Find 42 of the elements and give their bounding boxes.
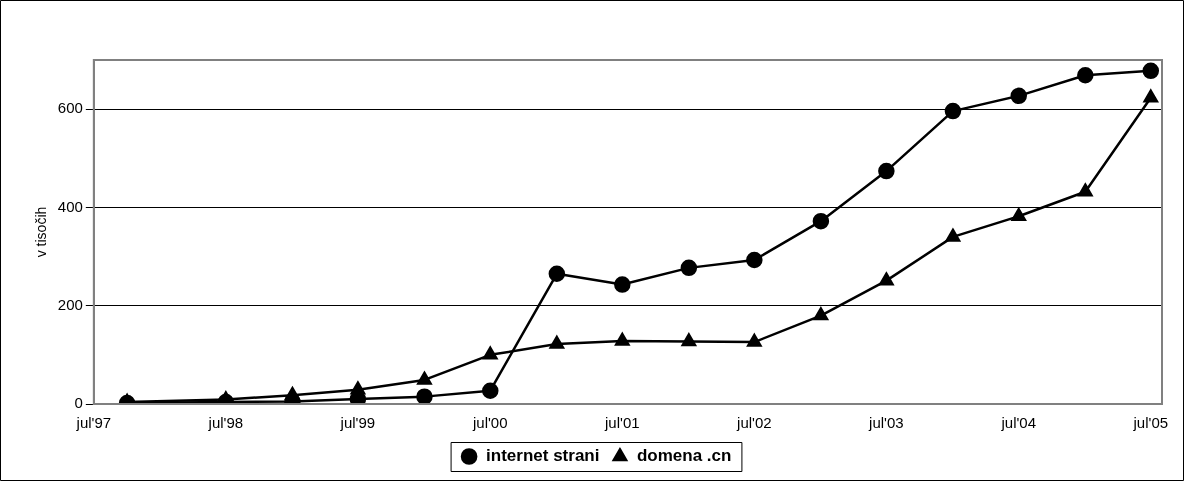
y-tick-label: 400 xyxy=(57,197,83,215)
point xyxy=(747,333,762,347)
point xyxy=(1143,89,1159,103)
point xyxy=(548,265,566,283)
x-tick-label: jul'04 xyxy=(1000,414,1037,432)
point xyxy=(615,332,630,346)
point xyxy=(417,371,432,385)
x-tick-label: jul'98 xyxy=(207,414,244,432)
point xyxy=(879,272,894,286)
point xyxy=(812,212,830,230)
point xyxy=(1077,66,1094,84)
point xyxy=(614,276,631,293)
legend-label: domena .cn xyxy=(636,446,732,466)
point xyxy=(350,381,366,395)
point xyxy=(681,333,697,347)
point xyxy=(1011,208,1027,222)
x-tick-label: jul'03 xyxy=(868,414,904,432)
point xyxy=(416,388,433,404)
point xyxy=(482,382,499,399)
x-tick-label: jul'99 xyxy=(339,414,376,432)
point xyxy=(482,346,498,360)
x-tick-label: jul'97 xyxy=(75,414,112,432)
y-tick-label: 200 xyxy=(57,295,83,313)
point xyxy=(680,259,698,277)
x-tick-label: jul'01 xyxy=(604,414,640,432)
x-tick-label: jul'05 xyxy=(1132,414,1169,432)
point xyxy=(945,228,961,242)
y-tick-label: 600 xyxy=(57,99,83,117)
point xyxy=(1142,62,1160,80)
point xyxy=(813,307,829,321)
legend-label: internet strani xyxy=(486,446,600,466)
point xyxy=(746,251,763,269)
x-tick-label: jul'00 xyxy=(472,414,508,432)
point xyxy=(549,335,565,349)
y-axis-title: v tisočih xyxy=(33,206,50,258)
y-tick-label: 0 xyxy=(74,394,83,412)
point xyxy=(878,162,895,180)
point xyxy=(285,386,300,400)
point xyxy=(1010,87,1028,105)
point xyxy=(944,102,962,120)
point xyxy=(1078,183,1093,197)
x-tick-label: jul'02 xyxy=(736,414,772,432)
